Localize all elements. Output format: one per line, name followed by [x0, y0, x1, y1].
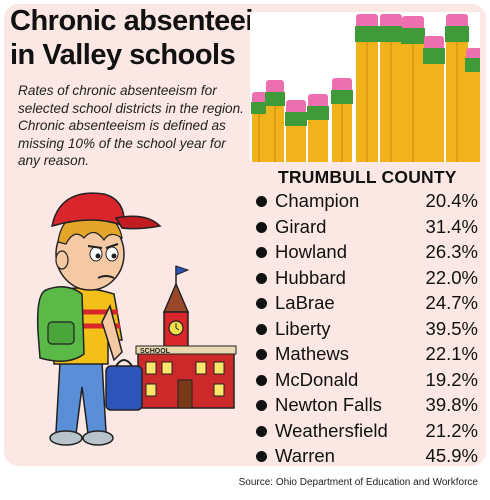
list-item: Girard 31.4%	[256, 214, 478, 240]
list-item: Howland 26.3%	[256, 239, 478, 265]
district-rate: 45.9%	[425, 445, 478, 466]
district-rate: 24.7%	[425, 292, 478, 313]
list-item: Warren 45.9%	[256, 443, 478, 466]
district-list: Champion 20.4% Girard 31.4% Howland 26.3% H…	[256, 188, 478, 466]
district-name: Howland	[275, 241, 347, 262]
bullet-icon	[256, 349, 267, 360]
pencil-1	[251, 92, 267, 162]
page-title: Chronic absenteeism in Valley schools	[10, 4, 294, 72]
list-item: Hubbard 22.0%	[256, 265, 478, 291]
bullet-icon	[256, 451, 267, 462]
bullet-icon	[256, 247, 267, 258]
county-heading: TRUMBULL COUNTY	[278, 167, 457, 187]
pencil-2	[265, 80, 285, 162]
pencil-10	[445, 14, 469, 162]
district-rate: 20.4%	[425, 190, 478, 211]
list-item: LaBrae 24.7%	[256, 290, 478, 316]
list-item: Weathersfield 21.2%	[256, 418, 478, 444]
list-item: Mathews 22.1%	[256, 341, 478, 367]
student-figure	[36, 192, 162, 446]
district-rate: 26.3%	[425, 241, 478, 262]
list-item: Liberty 39.5%	[256, 316, 478, 342]
pencil-7	[379, 14, 403, 162]
bullet-icon	[256, 374, 267, 386]
district-rate: 19.2%	[425, 368, 478, 390]
district-name: McDonald	[275, 368, 359, 390]
district-name: Weathersfield	[275, 419, 388, 441]
infographic-panel: Chronic absenteeism in Valley schools Ra…	[4, 4, 486, 466]
district-name: Champion	[275, 190, 360, 211]
student-illustration: SCHOOL	[36, 192, 237, 446]
district-rate: 39.8%	[425, 394, 478, 415]
pencils-illustration	[250, 12, 480, 162]
list-item: Newton Falls 39.8%	[256, 392, 478, 418]
district-name: Newton Falls	[275, 394, 382, 415]
district-rate: 31.4%	[425, 215, 478, 237]
district-name: LaBrae	[275, 292, 335, 313]
school-sign: SCHOOL	[140, 348, 171, 355]
school-building: SCHOOL	[135, 265, 237, 409]
bullet-icon	[256, 400, 267, 411]
bullet-icon	[256, 272, 267, 284]
district-name: Mathews	[275, 343, 350, 364]
bullet-icon	[256, 221, 267, 233]
district-name: Liberty	[275, 317, 331, 339]
pencil-6	[355, 14, 379, 162]
title-line-2: in Valley schools	[10, 39, 236, 71]
bullet-icon	[256, 196, 267, 207]
pencil-11	[465, 48, 480, 162]
description: Rates of chronic absenteeism for selecte…	[18, 83, 244, 168]
bullet-icon	[256, 298, 267, 309]
district-name: Girard	[275, 215, 327, 237]
pencil-9	[423, 36, 445, 162]
district-name: Warren	[275, 445, 335, 466]
district-rate: 39.5%	[425, 317, 478, 339]
district-rate: 21.2%	[425, 419, 478, 441]
source-note: Source: Ohio Department of Education and…	[238, 477, 478, 488]
title-line-1: Chronic absenteeism	[10, 5, 294, 37]
pencil-4	[307, 94, 329, 162]
district-rate: 22.0%	[425, 266, 478, 288]
bullet-icon	[256, 425, 267, 437]
list-item: Champion 20.4%	[256, 188, 478, 214]
list-item: McDonald 19.2%	[256, 367, 478, 393]
pencil-5	[331, 78, 353, 162]
bullet-icon	[256, 323, 267, 335]
pencil-3	[285, 100, 307, 162]
pencil-8	[401, 16, 425, 162]
district-name: Hubbard	[275, 266, 346, 288]
district-rate: 22.1%	[425, 343, 478, 364]
